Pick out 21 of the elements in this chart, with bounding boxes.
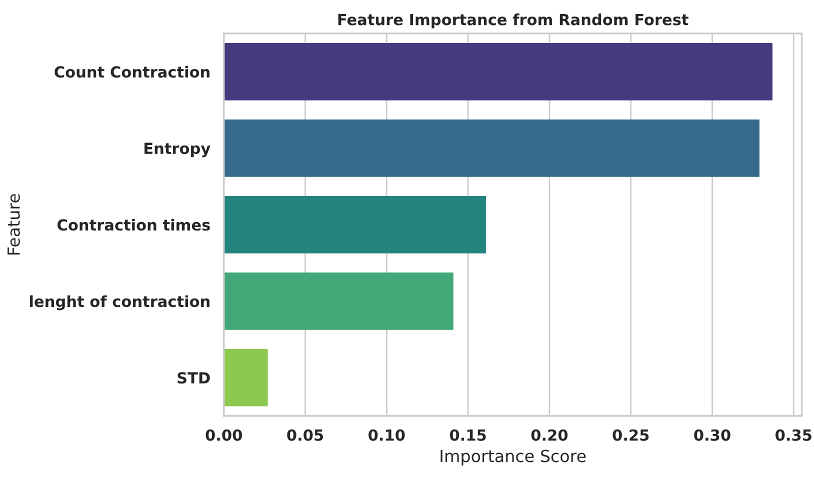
y-tick-label: STD <box>178 372 210 384</box>
x-tick-label: 0.30 <box>694 429 730 441</box>
y-axis-title: Feature <box>8 194 20 255</box>
y-tick-label: Contraction times <box>57 218 210 231</box>
bar <box>224 348 268 406</box>
y-tick-label: Count Contraction <box>54 66 210 78</box>
y-tick-label: Entropy <box>144 142 210 158</box>
y-tick-label: lenght of contraction <box>30 295 210 310</box>
x-tick-label: 0.25 <box>612 429 649 441</box>
x-tick-label: 0.00 <box>206 429 242 441</box>
x-tick-label: 0.35 <box>776 429 812 441</box>
chart-title: Feature Importance from Random Forest <box>338 14 688 28</box>
bar <box>224 120 760 177</box>
bar <box>224 272 454 330</box>
x-tick-label: 0.10 <box>368 429 405 441</box>
x-tick-label: 0.05 <box>287 429 324 441</box>
bar <box>224 43 772 100</box>
x-tick-label: 0.20 <box>531 429 568 441</box>
x-axis-title: Importance Score <box>440 450 586 466</box>
x-tick-label: 0.15 <box>450 429 486 441</box>
bar <box>224 196 486 254</box>
